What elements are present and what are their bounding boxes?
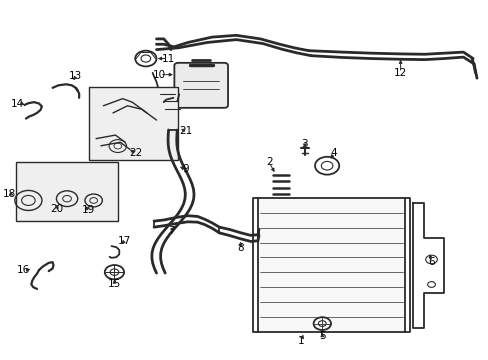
Text: 17: 17 [117, 237, 130, 247]
Text: 16: 16 [17, 265, 30, 275]
Text: 15: 15 [107, 279, 121, 289]
Text: 11: 11 [162, 54, 175, 64]
Text: 6: 6 [428, 257, 434, 267]
Text: 14: 14 [11, 99, 24, 109]
Text: 4: 4 [330, 148, 337, 158]
Text: 20: 20 [50, 204, 63, 214]
FancyBboxPatch shape [174, 63, 227, 108]
Text: 9: 9 [182, 164, 188, 174]
Text: 8: 8 [236, 243, 243, 253]
Text: 7: 7 [167, 226, 174, 236]
Bar [16, 162, 118, 221]
Text: 1: 1 [298, 336, 304, 346]
Text: 21: 21 [179, 126, 192, 136]
Bar [89, 87, 178, 160]
Text: 12: 12 [393, 68, 407, 78]
Text: 13: 13 [69, 71, 82, 81]
Text: 19: 19 [82, 205, 95, 215]
Bar [258, 198, 405, 332]
Text: 18: 18 [2, 189, 16, 199]
Text: 10: 10 [153, 69, 166, 80]
Text: 2: 2 [265, 157, 272, 167]
Text: 3: 3 [301, 139, 307, 149]
Text: 22: 22 [129, 148, 142, 158]
Text: 5: 5 [318, 332, 325, 342]
